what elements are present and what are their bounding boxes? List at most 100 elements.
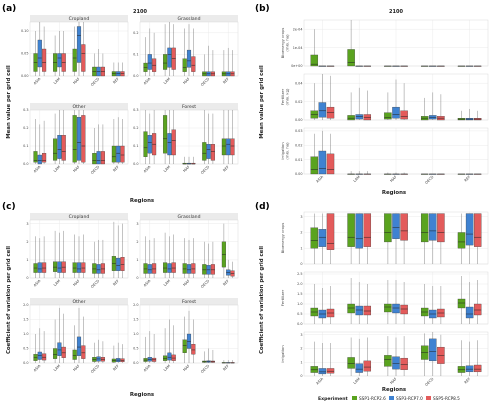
box-ref-ssp3 [226, 259, 231, 278]
box-ref-ssp3 [465, 108, 474, 121]
facet-c-grassland: Grassland 0 1 2 3 ASIA LAM MAF OECD REF [136, 213, 239, 289]
y-tick-label: 0.0 [23, 361, 28, 365]
legend-item-ssp1: SSP1-RCP2.6 [359, 396, 386, 401]
x-tick-label: ASIA [315, 175, 324, 184]
box-lam-ssp3 [355, 171, 363, 175]
x-tick-label: OECD [90, 165, 100, 175]
box-lam-ssp5 [363, 65, 372, 67]
legend-item-ssp5: SSP5-RCP8.5 [433, 396, 460, 401]
y-tick-label: 1 [136, 258, 138, 262]
legend-swatch-ssp1 [352, 396, 357, 400]
box-body [465, 306, 474, 319]
box-body [186, 264, 192, 274]
x-tick-label: LAM [53, 279, 61, 287]
box-body [96, 151, 101, 165]
box-maf-ssp1 [72, 26, 77, 76]
box-body [167, 352, 172, 361]
box-oecd-ssp1 [92, 342, 97, 363]
box-oecd-ssp1 [420, 97, 429, 121]
box-maf-ssp3 [392, 337, 400, 376]
x-tick-label: OECD [200, 165, 210, 175]
facet-title: Forest [182, 104, 196, 110]
box-maf-ssp3 [186, 310, 192, 363]
x-tick-label: OECD [200, 77, 210, 87]
box-maf-ssp1 [182, 28, 187, 76]
box-ref-ssp1 [457, 65, 466, 67]
y-tick-label: 2.0 [133, 303, 138, 307]
box-body [202, 264, 207, 275]
box-lam-ssp3 [355, 87, 363, 120]
box-ref-ssp5 [230, 50, 235, 77]
box-oecd-ssp3 [96, 339, 101, 363]
panel-label-d: (d) [255, 202, 270, 212]
box-maf-ssp3 [186, 24, 192, 76]
box-body [392, 303, 400, 314]
box-body [57, 261, 62, 273]
box-oecd-ssp1 [420, 213, 429, 264]
box-oecd-ssp3 [429, 92, 437, 120]
legend: Experiment SSP1-RCP2.6 SSP3-RCP7.0 SSP5-… [318, 396, 460, 402]
box-body [182, 58, 187, 72]
box-body [400, 110, 408, 120]
box-asia-ssp1 [310, 29, 319, 67]
box-body [206, 144, 211, 159]
y-tick-label: 0.3 [133, 108, 138, 112]
box-oecd-ssp5 [437, 94, 445, 121]
box-body [230, 138, 235, 156]
box-body [76, 336, 82, 356]
box-ref-ssp5 [120, 119, 125, 164]
box-ref-ssp1 [111, 119, 116, 164]
box-asia-ssp5 [152, 32, 157, 76]
box-body [355, 305, 363, 316]
box-maf-ssp1 [72, 234, 77, 278]
box-maf-ssp5 [400, 65, 408, 67]
box-body [355, 213, 363, 249]
box-body [191, 343, 196, 355]
box-body [310, 54, 319, 67]
box-asia-ssp5 [42, 236, 47, 278]
box-body [111, 145, 116, 163]
box-asia-ssp3 [37, 238, 42, 278]
box-ref-ssp3 [116, 225, 121, 278]
y-tick-label: 0.5 [297, 312, 302, 316]
x-tick-label: LAM [53, 77, 61, 85]
box-body [72, 115, 77, 163]
x-tick-label: REF [222, 364, 230, 372]
box-asia-ssp3 [318, 288, 327, 324]
box-ref-ssp1 [457, 173, 466, 175]
box-ref-ssp1 [221, 360, 226, 364]
box-asia-ssp3 [318, 213, 327, 264]
box-lam-ssp5 [171, 24, 176, 76]
box-maf-ssp3 [186, 239, 192, 278]
box-body [120, 145, 125, 163]
x-tick-label: OECD [424, 377, 434, 387]
box-lam-ssp1 [347, 337, 355, 376]
box-body [37, 262, 42, 273]
facet-title: Other [72, 299, 85, 305]
box-body [191, 263, 196, 274]
box-body [473, 213, 482, 247]
box-body [384, 303, 392, 313]
box-asia-ssp5 [42, 120, 47, 164]
box-ref-ssp3 [116, 62, 121, 77]
box-maf-ssp5 [191, 319, 196, 363]
box-body [76, 26, 82, 63]
box-body [457, 232, 466, 249]
facet-title: Forest [182, 299, 196, 305]
y-tick-label: 0.04 [295, 81, 303, 85]
box-maf-ssp3 [76, 236, 82, 278]
box-body [72, 262, 77, 273]
box-maf-ssp3 [392, 65, 400, 67]
box-oecd-ssp1 [420, 173, 429, 175]
box-asia-ssp1 [310, 284, 319, 324]
box-oecd-ssp3 [429, 213, 437, 264]
box-body [147, 135, 152, 154]
box-body [42, 48, 47, 72]
box-oecd-ssp1 [202, 351, 207, 363]
box-oecd-ssp5 [100, 239, 105, 278]
box-asia-ssp1 [143, 110, 148, 164]
box-ref-ssp3 [465, 65, 474, 67]
x-tick-label: LAM [53, 165, 61, 173]
box-lam-ssp5 [363, 90, 372, 121]
box-lam-ssp5 [61, 313, 66, 363]
